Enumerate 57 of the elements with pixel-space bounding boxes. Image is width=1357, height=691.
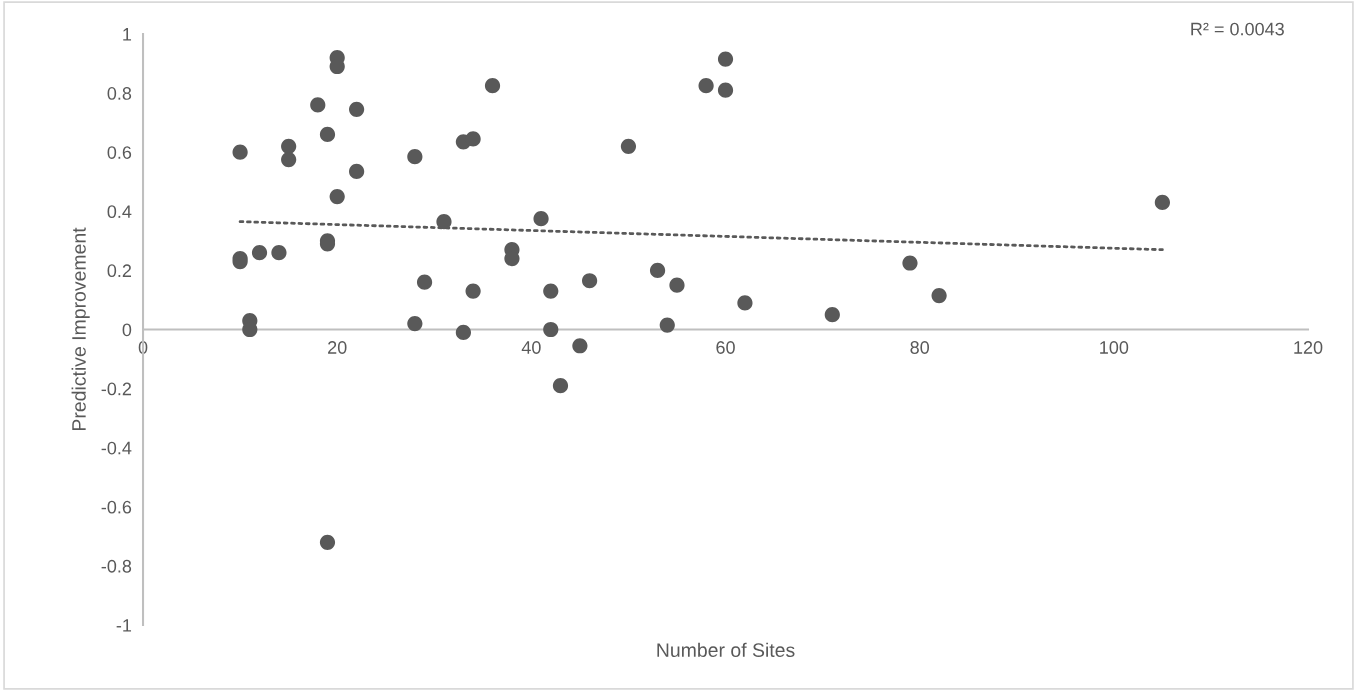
point [1154,194,1170,211]
annotation: R² = 0.0043 [1191,22,1284,36]
x-tick-label: 20 [328,341,347,354]
y-tick-label: -0.8 [101,559,132,573]
point [310,97,326,113]
point [465,131,481,147]
point [436,214,452,230]
point [717,82,734,98]
point [824,307,840,323]
y-tick-label: -1 [116,619,132,632]
x-axis-title: Number of Sites [657,642,795,658]
point [319,534,336,550]
x-tick-label: 80 [910,341,930,354]
point [281,151,297,168]
point [407,315,423,332]
point [329,188,345,205]
point [931,287,947,304]
point [543,283,559,299]
point [620,138,637,154]
point [717,51,734,67]
y-axis-title: Predictive Improvement [71,227,90,431]
point [281,138,297,154]
y-tick-label: 0 [122,323,132,337]
y-tick-label: -0.4 [101,441,132,455]
point [582,273,598,289]
y-tick-label: 0.8 [107,87,132,100]
point [349,101,365,117]
x-tick-label: 40 [521,341,541,354]
point [649,262,666,279]
point [271,245,287,261]
point [465,283,481,299]
point [698,78,714,94]
point [543,321,559,338]
y-tick-label: -0.6 [101,500,132,514]
point [416,274,433,290]
x-tick-label: 100 [1100,341,1129,354]
point [319,126,336,143]
y-tick-label: 0.2 [107,264,132,278]
point [232,144,248,160]
point [659,317,675,333]
x-tick-label: 60 [716,341,735,354]
point [572,338,588,354]
point [484,78,501,94]
y-tick-label: 0.6 [107,146,132,159]
point [552,378,569,394]
point [902,255,918,271]
point [669,277,685,293]
point [455,324,472,341]
point [737,295,753,311]
y-tick-label: -0.2 [101,382,132,396]
point [533,211,549,227]
point [349,163,365,180]
y-tick-label: 1 [123,28,132,41]
point [251,245,268,261]
x-tick-label: 120 [1294,341,1323,354]
y-tick-label: 0.4 [107,205,132,219]
point [407,149,423,165]
